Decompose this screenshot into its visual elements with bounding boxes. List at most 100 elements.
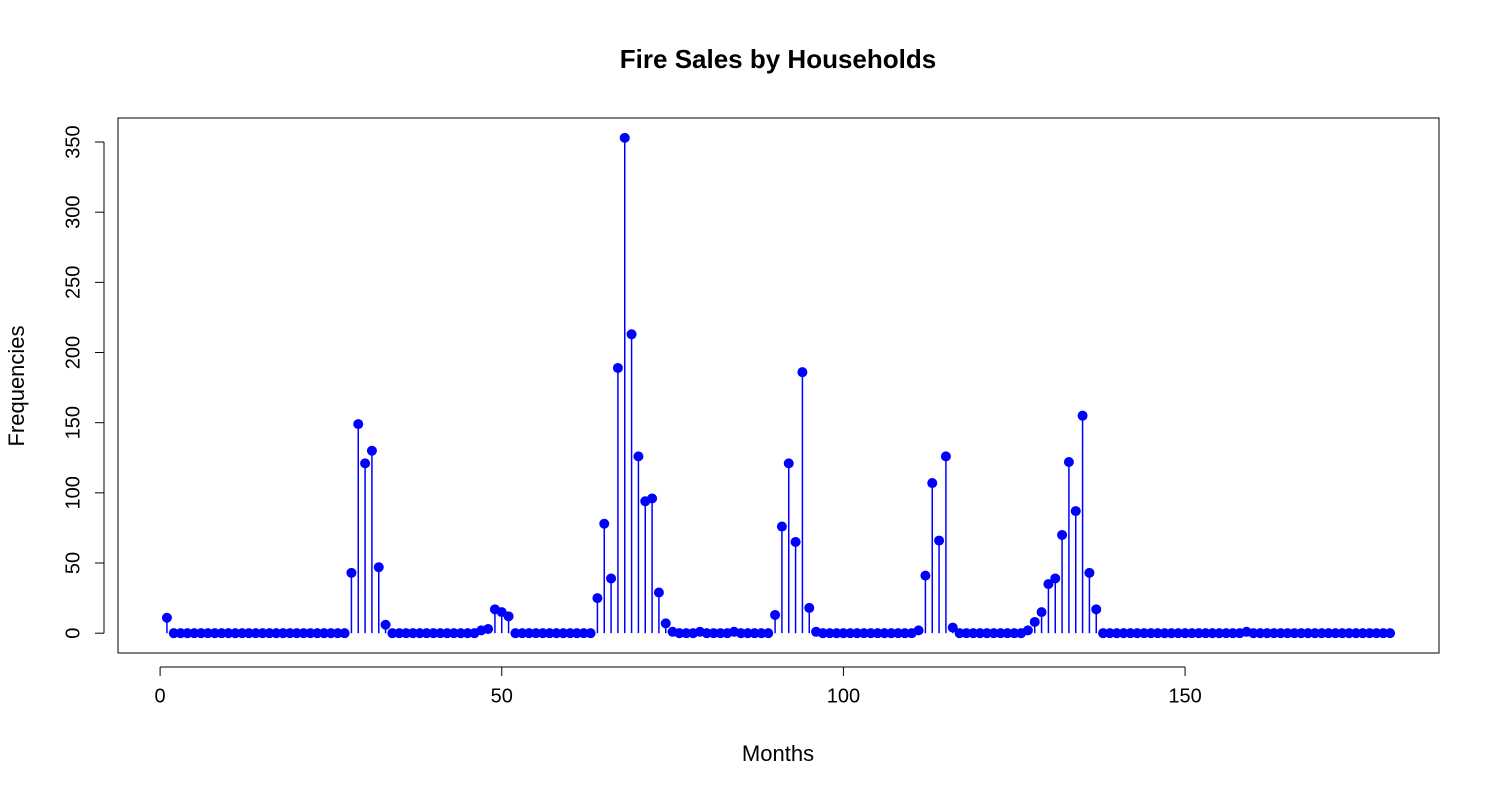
point — [1337, 628, 1348, 639]
point — [503, 611, 514, 622]
point — [1173, 628, 1184, 639]
point — [1282, 628, 1293, 639]
point — [1022, 625, 1033, 636]
point — [1275, 628, 1286, 639]
point — [435, 628, 446, 639]
point — [257, 628, 268, 639]
point — [865, 628, 876, 639]
point — [681, 628, 692, 639]
point — [1152, 628, 1163, 639]
point — [879, 628, 890, 639]
point — [325, 628, 336, 639]
point — [1125, 628, 1136, 639]
x-axis-label: Months — [742, 741, 814, 766]
point — [845, 628, 856, 639]
point — [647, 493, 658, 504]
point — [961, 628, 972, 639]
point — [701, 628, 712, 639]
point — [442, 628, 453, 639]
point — [927, 478, 938, 489]
point — [1364, 628, 1375, 639]
point — [264, 628, 275, 639]
point — [1002, 628, 1013, 639]
point — [243, 628, 254, 639]
point — [742, 628, 753, 639]
point — [954, 628, 965, 639]
point — [770, 609, 781, 620]
point — [1159, 628, 1170, 639]
point — [612, 362, 623, 373]
point — [428, 628, 439, 639]
point — [968, 628, 979, 639]
point — [401, 628, 412, 639]
point — [407, 628, 418, 639]
point — [209, 628, 220, 639]
point — [872, 628, 883, 639]
point — [749, 628, 760, 639]
point — [817, 628, 828, 639]
point — [626, 329, 637, 340]
point — [168, 628, 179, 639]
point — [838, 628, 849, 639]
point — [510, 628, 521, 639]
point — [1104, 628, 1115, 639]
point — [237, 628, 248, 639]
point — [606, 573, 617, 584]
y-tick-label: 100 — [62, 476, 84, 509]
point — [1036, 607, 1047, 618]
point — [1330, 628, 1341, 639]
point — [1200, 628, 1211, 639]
point — [414, 628, 425, 639]
point — [585, 628, 596, 639]
point — [558, 628, 569, 639]
point — [592, 593, 603, 604]
point — [182, 628, 193, 639]
point — [899, 628, 910, 639]
point — [1227, 628, 1238, 639]
point — [196, 628, 207, 639]
point — [1098, 628, 1109, 639]
point — [1118, 628, 1129, 639]
point — [599, 518, 610, 529]
plot-frame — [117, 117, 1440, 654]
point — [271, 628, 282, 639]
point — [1139, 628, 1150, 639]
point — [1268, 628, 1279, 639]
point — [578, 628, 589, 639]
point — [360, 458, 371, 469]
point — [708, 628, 719, 639]
point — [886, 628, 897, 639]
point — [831, 628, 842, 639]
point — [1303, 628, 1314, 639]
chart-title: Fire Sales by Households — [620, 44, 936, 74]
y-tick-label: 300 — [62, 196, 84, 229]
point — [804, 602, 815, 613]
point — [735, 628, 746, 639]
y-tick-label: 50 — [62, 552, 84, 574]
point — [1111, 628, 1122, 639]
point — [373, 562, 384, 573]
point — [674, 628, 685, 639]
point — [1084, 567, 1095, 578]
point — [1132, 628, 1143, 639]
point — [995, 628, 1006, 639]
point — [530, 628, 541, 639]
point — [366, 445, 377, 456]
point — [1323, 628, 1334, 639]
point — [189, 628, 200, 639]
point — [858, 628, 869, 639]
point — [913, 625, 924, 636]
point — [1344, 628, 1355, 639]
point — [1186, 628, 1197, 639]
x-tick-label: 50 — [491, 685, 513, 707]
point — [619, 132, 630, 143]
point — [1262, 628, 1273, 639]
point — [633, 451, 644, 462]
point — [448, 628, 459, 639]
point — [305, 628, 316, 639]
point — [1289, 628, 1300, 639]
point — [981, 628, 992, 639]
point — [394, 628, 405, 639]
point — [1145, 628, 1156, 639]
y-tick-label: 0 — [62, 628, 84, 639]
